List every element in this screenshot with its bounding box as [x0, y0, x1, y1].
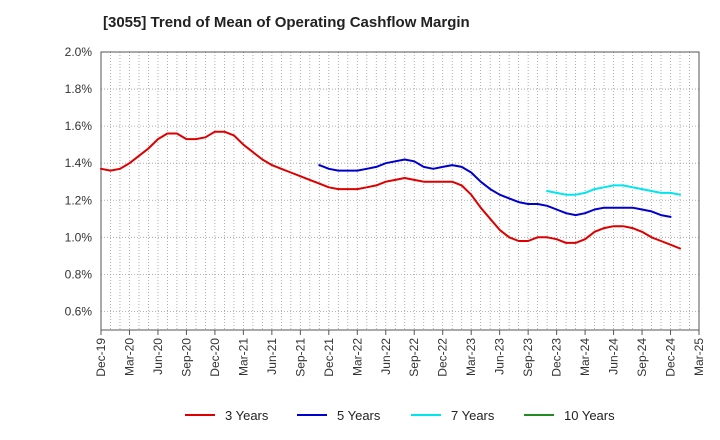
legend: 3 Years 5 Years 7 Years 10 Years — [0, 404, 720, 426]
x-tick-label: Jun-22 — [379, 338, 393, 375]
x-tick-label: Jun-23 — [493, 338, 507, 375]
series-line-5-years — [318, 158, 672, 218]
x-tick-label: Mar-22 — [350, 338, 364, 376]
plot-frame — [100, 51, 700, 331]
y-tick-label: 1.2% — [65, 193, 93, 207]
legend-label-7-years: 7 Years — [451, 407, 495, 423]
legend-item-10-years: 10 Years — [524, 404, 615, 426]
y-tick-label: 0.6% — [65, 304, 93, 318]
x-tick-label: Jun-21 — [265, 338, 279, 375]
x-tick-label: Jun-24 — [607, 338, 621, 375]
x-tick-label: Mar-20 — [122, 338, 136, 376]
x-tick-label: Sep-22 — [407, 338, 421, 377]
legend-item-7-years: 7 Years — [411, 404, 494, 426]
x-tick-label: Dec-24 — [664, 338, 678, 377]
x-tick-label: Sep-20 — [179, 338, 193, 377]
legend-swatch-10-years — [524, 414, 554, 416]
y-tick-label: 1.8% — [65, 82, 93, 96]
series-line-3-years — [100, 130, 681, 250]
legend-item-3-years: 3 Years — [185, 404, 268, 426]
y-tick-label: 2.0% — [65, 45, 93, 59]
legend-swatch-3-years — [185, 414, 215, 416]
x-tick-label: Sep-23 — [521, 338, 535, 377]
y-tick-label: 0.8% — [65, 267, 93, 281]
y-tick-label: 1.0% — [65, 230, 93, 244]
legend-label-10-years: 10 Years — [564, 407, 615, 423]
legend-swatch-5-years — [297, 414, 327, 416]
legend-swatch-7-years — [411, 414, 441, 416]
x-tick-label: Mar-23 — [464, 338, 478, 376]
series-line-7-years — [546, 184, 681, 196]
x-tick-label: Dec-19 — [94, 338, 108, 377]
x-tick-label: Dec-22 — [436, 338, 450, 377]
x-tick-label: Sep-24 — [635, 338, 649, 377]
x-tick-label: Mar-24 — [578, 338, 592, 376]
x-tick-label: Mar-21 — [236, 338, 250, 376]
y-tick-label: 1.6% — [65, 119, 93, 133]
chart-title: [3055] Trend of Mean of Operating Cashfl… — [103, 14, 470, 31]
x-tick-label: Dec-23 — [550, 338, 564, 377]
legend-label-3-years: 3 Years — [225, 407, 269, 423]
x-tick-label: Sep-21 — [293, 338, 307, 377]
x-tick-label: Mar-25 — [692, 338, 706, 376]
x-tick-label: Dec-20 — [208, 338, 222, 377]
x-tick-label: Jun-20 — [151, 338, 165, 375]
x-tick-label: Dec-21 — [322, 338, 336, 377]
legend-item-5-years: 5 Years — [297, 404, 380, 426]
legend-label-5-years: 5 Years — [337, 407, 381, 423]
y-tick-label: 1.4% — [65, 156, 93, 170]
